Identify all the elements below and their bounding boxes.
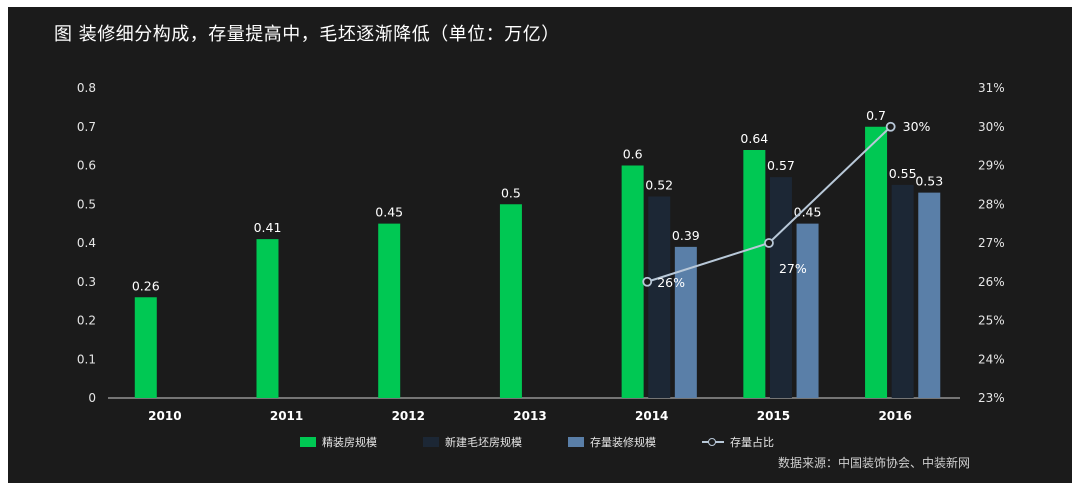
- x-tick-label: 2014: [635, 409, 668, 423]
- bar-存量装修规模-2014: [674, 246, 697, 398]
- ratio-point: [885, 121, 896, 132]
- legend-item-maopi: 新建毛坯房规模: [423, 434, 522, 450]
- bar-data-label: 0.45: [375, 205, 403, 220]
- ratio-point: [642, 276, 653, 287]
- y2-tick-label: 29%: [978, 159, 1005, 173]
- legend-label-maopi: 新建毛坯房规模: [445, 436, 522, 449]
- ratio-point: [764, 238, 774, 248]
- legend-label-ratio: 存量占比: [730, 436, 774, 449]
- legend-label-cunliang: 存量装修规模: [590, 436, 656, 449]
- bar-新建毛坯房规模-2016: [891, 184, 914, 398]
- x-tick-label: 2016: [878, 409, 911, 423]
- bar-data-label: 0.7: [866, 108, 886, 123]
- bar-精装房规模-2016: [865, 126, 888, 398]
- y-tick-label: 0.2: [77, 314, 96, 328]
- x-tick-label: 2015: [757, 409, 790, 423]
- ratio-data-label: 26%: [657, 275, 685, 290]
- bar-精装房规模-2014: [621, 165, 644, 398]
- chart-legend: 精装房规模 新建毛坯房规模 存量装修规模 存量占比: [300, 434, 820, 450]
- y2-tick-label: 28%: [978, 197, 1005, 211]
- y-tick-label: 0.6: [77, 159, 96, 173]
- y-tick-label: 0: [88, 391, 96, 405]
- x-tick-label: 2013: [513, 409, 546, 423]
- bar-data-label: 0.26: [132, 278, 160, 293]
- bar-新建毛坯房规模-2014: [648, 196, 671, 398]
- bar-精装房规模-2013: [499, 204, 522, 398]
- chart-title: 图 装修细分构成，存量提高中，毛坯逐渐降低（单位：万亿）: [54, 24, 560, 45]
- bar-新建毛坯房规模-2015: [769, 177, 792, 398]
- legend-item-jingzhuang: 精装房规模: [300, 434, 377, 450]
- y2-tick-label: 24%: [978, 352, 1005, 366]
- bar-data-label: 0.41: [254, 220, 282, 235]
- y2-tick-label: 26%: [978, 275, 1005, 289]
- y-tick-label: 0.4: [77, 236, 96, 250]
- y2-tick-label: 25%: [978, 314, 1005, 328]
- legend-item-ratio: 存量占比: [702, 434, 774, 450]
- data-source-note: 数据来源：中国装饰协会、中装新网: [778, 456, 971, 470]
- bar-精装房规模-2010: [134, 297, 157, 398]
- bar-data-label: 0.57: [767, 158, 795, 173]
- bar-精装房规模-2012: [378, 223, 401, 398]
- bar-存量装修规模-2016: [918, 192, 941, 398]
- y-tick-label: 0.5: [77, 197, 96, 211]
- legend-item-cunliang: 存量装修规模: [568, 434, 656, 450]
- x-tick-label: 2010: [148, 409, 181, 423]
- bar-data-label: 0.52: [645, 178, 673, 193]
- bar-data-label: 0.53: [915, 174, 943, 189]
- ratio-data-label: 30%: [903, 119, 931, 134]
- y-tick-label: 0.3: [77, 275, 96, 289]
- bar-data-label: 0.64: [740, 131, 768, 146]
- bar-data-label: 0.55: [889, 166, 917, 181]
- y2-tick-label: 27%: [978, 236, 1005, 250]
- y2-tick-label: 23%: [978, 391, 1005, 405]
- bar-精装房规模-2015: [743, 150, 766, 398]
- legend-swatch-maopi: [423, 437, 439, 447]
- y2-tick-label: 31%: [978, 81, 1005, 95]
- bar-data-label: 0.5: [501, 185, 521, 200]
- legend-swatch-jingzhuang: [300, 437, 316, 447]
- x-tick-label: 2011: [270, 409, 303, 423]
- legend-swatch-cunliang: [568, 437, 584, 447]
- y-tick-label: 0.1: [77, 352, 96, 366]
- bar-data-label: 0.45: [794, 205, 822, 220]
- x-tick-label: 2012: [392, 409, 425, 423]
- bar-存量装修规模-2015: [796, 223, 819, 398]
- bar-精装房规模-2011: [256, 239, 279, 398]
- y2-tick-label: 30%: [978, 120, 1005, 134]
- bar-data-label: 0.6: [623, 147, 643, 162]
- y-tick-label: 0.7: [77, 120, 96, 134]
- ratio-data-label: 27%: [779, 261, 807, 276]
- bar-data-label: 0.39: [672, 228, 700, 243]
- y-tick-label: 0.8: [77, 81, 96, 95]
- legend-label-jingzhuang: 精装房规模: [322, 436, 377, 449]
- legend-swatch-ratio: [702, 437, 724, 447]
